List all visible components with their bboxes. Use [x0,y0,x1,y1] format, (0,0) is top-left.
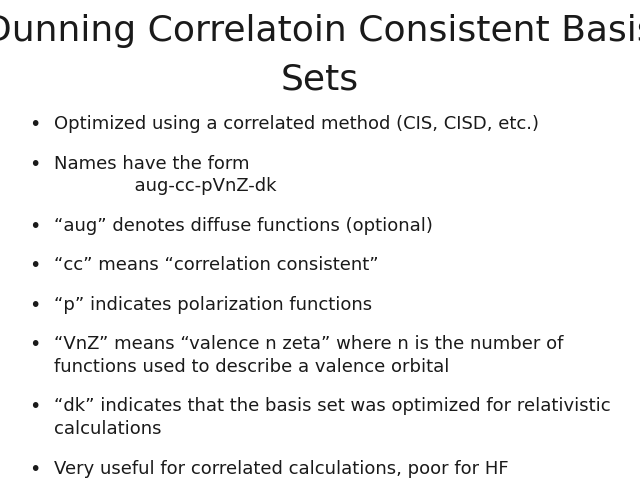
Text: Names have the form
              aug-cc-pVnZ-dk: Names have the form aug-cc-pVnZ-dk [54,155,277,195]
Text: •: • [29,115,40,134]
Text: “cc” means “correlation consistent”: “cc” means “correlation consistent” [54,256,379,275]
Text: •: • [29,460,40,479]
Text: “p” indicates polarization functions: “p” indicates polarization functions [54,296,372,314]
Text: •: • [29,296,40,315]
Text: •: • [29,397,40,417]
Text: Optimized using a correlated method (CIS, CISD, etc.): Optimized using a correlated method (CIS… [54,115,540,133]
Text: Dunning Correlatoin Consistent Basis: Dunning Correlatoin Consistent Basis [0,14,640,48]
Text: “aug” denotes diffuse functions (optional): “aug” denotes diffuse functions (optiona… [54,217,433,235]
Text: Sets: Sets [281,62,359,96]
Text: •: • [29,217,40,236]
Text: “dk” indicates that the basis set was optimized for relativistic
calculations: “dk” indicates that the basis set was op… [54,397,611,438]
Text: •: • [29,256,40,276]
Text: “VnZ” means “valence n zeta” where n is the number of
functions used to describe: “VnZ” means “valence n zeta” where n is … [54,335,564,376]
Text: •: • [29,335,40,354]
Text: Very useful for correlated calculations, poor for HF: Very useful for correlated calculations,… [54,460,509,478]
Text: •: • [29,155,40,174]
